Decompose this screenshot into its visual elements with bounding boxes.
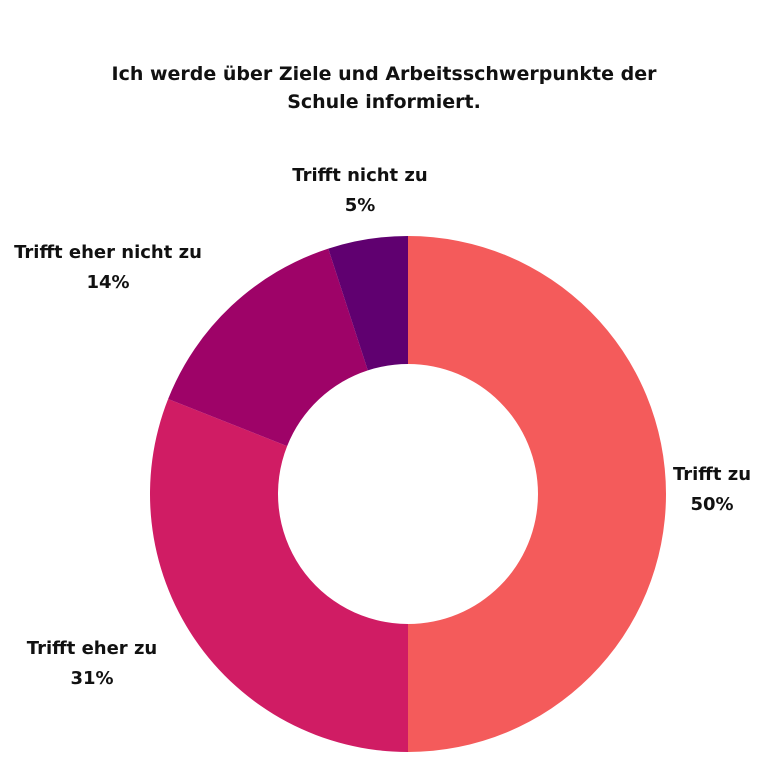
slice-label-trifft-eher-nicht-zu: Trifft eher nicht zu 14% bbox=[14, 242, 202, 293]
slice-value-label: 5% bbox=[345, 195, 376, 216]
slice-label-trifft-nicht-zu: Trifft nicht zu 5% bbox=[292, 165, 427, 216]
slice-label-trifft-zu: Trifft zu 50% bbox=[673, 464, 751, 515]
slice-label-trifft-eher-zu: Trifft eher zu 31% bbox=[27, 638, 157, 689]
labels-layer: Trifft zu 50%Trifft eher zu 31%Trifft eher… bbox=[14, 165, 751, 689]
slice-value-label: 31% bbox=[70, 668, 113, 689]
slice-trifft-zu bbox=[408, 236, 666, 752]
slice-category-label: Trifft eher nicht zu bbox=[14, 242, 202, 263]
slice-category-label: Trifft nicht zu bbox=[292, 165, 427, 186]
chart-title: Ich werde über Ziele und Arbeitsschwerpu… bbox=[111, 63, 657, 113]
slice-value-label: 50% bbox=[690, 494, 733, 515]
slice-trifft-nicht-zu bbox=[328, 236, 408, 371]
slice-trifft-eher-nicht-zu bbox=[168, 248, 368, 447]
slice-trifft-eher-zu bbox=[149, 399, 408, 752]
slice-value-label: 14% bbox=[86, 272, 129, 293]
slice-category-label: Trifft zu bbox=[673, 464, 751, 485]
slices-layer bbox=[149, 236, 666, 752]
slice-category-label: Trifft eher zu bbox=[27, 638, 157, 659]
